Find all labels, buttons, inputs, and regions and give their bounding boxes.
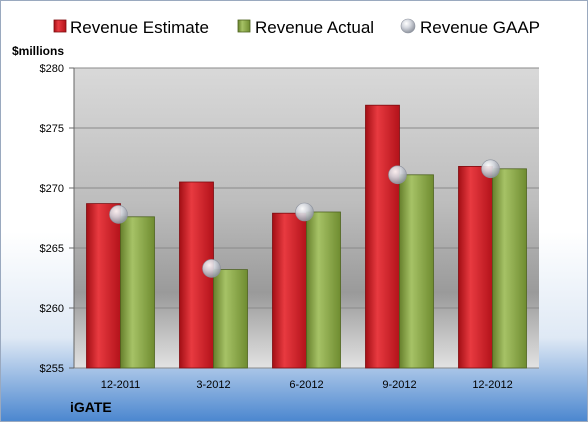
legend-swatch-revenue-actual bbox=[237, 19, 251, 33]
y-axis-unit-label: $millions bbox=[12, 44, 64, 58]
legend-label-revenue-gaap: Revenue GAAP bbox=[420, 18, 540, 37]
bar-revenue-estimate bbox=[86, 203, 121, 369]
bar-revenue-estimate bbox=[365, 104, 400, 369]
bar-revenue-estimate bbox=[272, 212, 307, 369]
legend-label-revenue-actual: Revenue Actual bbox=[255, 18, 374, 37]
x-tick-label: 12-2012 bbox=[472, 379, 512, 391]
marker-revenue-gaap bbox=[481, 159, 500, 179]
legend-label-revenue-estimate: Revenue Estimate bbox=[70, 18, 209, 37]
legend: Revenue Estimate Revenue Actual Revenue … bbox=[53, 18, 540, 37]
gaap-markers bbox=[109, 159, 500, 278]
x-axis-tick-labels: 12-2011 3-2012 6-2012 9-2012 12-2012 bbox=[101, 379, 513, 391]
x-tick-label: 3-2012 bbox=[196, 379, 230, 391]
bar-revenue-actual bbox=[120, 216, 155, 369]
bar-revenue-actual bbox=[492, 168, 527, 369]
bar-revenue-actual bbox=[399, 174, 434, 369]
y-tick-label: $265 bbox=[40, 243, 64, 255]
y-tick-label: $255 bbox=[40, 363, 64, 375]
marker-revenue-gaap bbox=[202, 259, 221, 278]
legend-swatch-revenue-gaap bbox=[400, 18, 416, 34]
y-tick-label: $275 bbox=[40, 123, 64, 135]
marker-revenue-gaap bbox=[109, 205, 128, 224]
legend-swatch-revenue-estimate bbox=[53, 19, 67, 33]
y-axis-tick-labels: $255 $260 $265 $270 $275 $280 bbox=[40, 63, 64, 375]
x-tick-label: 6-2012 bbox=[289, 379, 323, 391]
bar-revenue-actual bbox=[306, 211, 341, 369]
y-tick-label: $270 bbox=[40, 183, 64, 195]
bar-revenue-actual bbox=[213, 269, 248, 369]
marker-revenue-gaap bbox=[295, 202, 314, 222]
bars bbox=[86, 104, 527, 369]
y-tick-label: $280 bbox=[40, 63, 64, 75]
marker-revenue-gaap bbox=[388, 165, 407, 185]
x-tick-label: 9-2012 bbox=[382, 379, 416, 391]
x-tick-label: 12-2011 bbox=[101, 379, 141, 391]
bar-revenue-estimate bbox=[458, 165, 493, 369]
y-tick-label: $260 bbox=[40, 303, 64, 315]
company-label: iGATE bbox=[70, 399, 112, 415]
